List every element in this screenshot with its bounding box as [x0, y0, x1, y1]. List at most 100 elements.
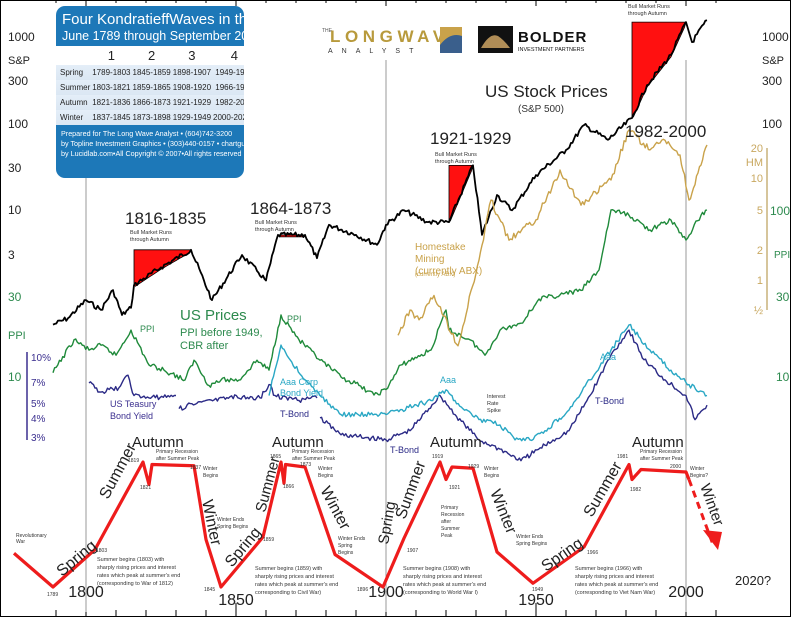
summer-begins-note: corresponding to Civil War) [255, 590, 321, 596]
bull-market-period-label: 1864-1873 [250, 199, 331, 218]
primary-recession-note: Primary Recession [640, 449, 682, 455]
treasury-label: Bond Yield [110, 411, 153, 421]
longwave-logo-wave-icon [440, 27, 462, 45]
yield-tick-label: 10% [31, 353, 51, 364]
bull-market-period-label: 1816-1835 [125, 209, 206, 228]
year-annotation: 1949 [532, 587, 543, 593]
season-label-summer: Summer [393, 458, 430, 521]
right-sp-axis-label: S&P [762, 55, 784, 67]
series-line-4 [268, 323, 708, 442]
summer-begins-note: rates which peak at summer's end [575, 582, 658, 588]
year-annotation: 1837 [190, 465, 201, 471]
x-tick-label: 1950 [518, 592, 554, 609]
season-label-winter: Winter [696, 482, 727, 529]
winter-ends-note: Spring [338, 543, 353, 549]
year-annotation: 1866 [283, 484, 294, 490]
revolutionary-war-note: Revolutionary [16, 533, 47, 539]
left-sp-tick-label: 30 [8, 161, 22, 175]
right-ppi-tick-label: 100 [770, 204, 790, 218]
winter-begins-note: Begins [203, 473, 219, 479]
summer-begins-note: (corresponding to War of 1812) [97, 581, 173, 587]
year-annotation: 1982 [630, 487, 641, 493]
hm-tick-label: 1 [757, 275, 763, 287]
rate-spike-label: Spike [487, 408, 501, 414]
left-ppi-tick-label: 30 [8, 290, 22, 304]
stock-prices-title: US Stock Prices [485, 82, 608, 101]
season-label-autumn: Autumn [132, 434, 184, 451]
column-header: 4 [212, 46, 244, 65]
aaa-label: Aaa [600, 352, 616, 362]
us-prices-note: PPI before 1949, [180, 327, 263, 339]
right-ppi-axis-label: PPI [774, 250, 790, 261]
winter-begins-note: Begins? [690, 473, 708, 479]
rate-spike-label: Rate [487, 401, 499, 407]
summer-begins-note: sharply rising prices and interest [575, 574, 654, 580]
year-annotation: 1919 [432, 454, 443, 460]
year-annotation: 1789 [47, 592, 58, 598]
season-label-spring: Spring [222, 524, 265, 570]
winter-begins-note: Begins [318, 473, 334, 479]
ppi-label: PPI [140, 324, 155, 334]
year-annotation: 1896 [357, 587, 368, 593]
tbond-label: T-Bond [390, 445, 419, 455]
tbond-label: T-Bond [595, 396, 624, 406]
table-subtitle: June 1789 through September 2007 [62, 29, 244, 43]
bull-market-note: through Autumn [435, 159, 474, 165]
year-annotation: 1873 [300, 462, 311, 468]
us-prices-label: US Prices [180, 307, 247, 324]
winter-arrowhead-icon [703, 530, 722, 550]
x-tick-label: 1800 [68, 584, 104, 601]
revolutionary-war-note: War [16, 539, 25, 545]
season-label-autumn: Autumn [632, 434, 684, 451]
bull-market-note: Bull Market Runs [435, 152, 477, 158]
hm-tick-label: ½ [754, 305, 763, 317]
bull-market-note: Bull Market Runs [255, 220, 297, 226]
primary-recession-note: after [441, 519, 451, 525]
winter-ends-note: Spring Begins [516, 541, 548, 547]
season-label-autumn: Autumn [272, 434, 324, 451]
year-annotation: 2000 [670, 464, 681, 470]
year-annotation: 1821 [140, 485, 151, 491]
summer-begins-note: rates which peak at summer's end [403, 582, 486, 588]
year-annotation: 1859 [263, 537, 274, 543]
summer-begins-note: Summer begins (1966) with [575, 566, 642, 572]
winter-ends-note: Begins [338, 550, 354, 556]
homestake-label: Homestake [415, 242, 466, 253]
column-header: 2 [131, 46, 172, 65]
treasury-label: US Teasury [110, 399, 157, 409]
x-tick-label: 1900 [368, 584, 404, 601]
yield-tick-label: 3% [31, 433, 46, 444]
summer-begins-note: Summer begins (1859) with [255, 566, 322, 572]
bull-market-note: through Autumn [130, 237, 169, 243]
x-tick-label: 1850 [218, 592, 254, 609]
waves-table: 1 2 3 4 Spring 1789-1803 1845-1859 1898-190… [56, 46, 244, 125]
rate-spike-label: Interest [487, 394, 506, 400]
summer-begins-note: rates which peak at summer's end [97, 573, 180, 579]
winter-begins-note: Winter [203, 466, 218, 472]
primary-recession-note: after Summer Peak [292, 456, 336, 462]
series-line-2 [397, 129, 708, 347]
left-ppi-axis-label: PPI [8, 330, 26, 342]
season-label-winter: Winter [316, 484, 353, 533]
summer-begins-note: sharply rising prices and interest [97, 565, 176, 571]
homestake-label: (currently ABX) [415, 266, 482, 277]
bull-market-note: Bull Market Runs [628, 4, 670, 10]
kwave-cycle-line [12, 460, 691, 589]
season-label-summer: Summer [252, 455, 283, 514]
winter-begins-note: Winter [484, 466, 499, 472]
hm-tick-label: 10 [751, 173, 763, 185]
summer-begins-note: rates which peak at summer's end [255, 582, 338, 588]
bull-market-note: through Autumn [255, 227, 294, 233]
mountain-icon [481, 35, 510, 48]
yield-tick-label: 4% [31, 414, 46, 425]
winter-begins-note: Begins [484, 473, 500, 479]
year-annotation: 1865 [270, 454, 281, 460]
year-annotation: 1921 [449, 485, 460, 491]
left-sp-tick-label: 300 [8, 74, 28, 88]
yield-tick-label: 5% [31, 399, 46, 410]
primary-recession-note: after Summer Peak [640, 456, 684, 462]
logo-text: BOLDER [518, 29, 587, 46]
winter-begins-note: Winter [690, 466, 705, 472]
